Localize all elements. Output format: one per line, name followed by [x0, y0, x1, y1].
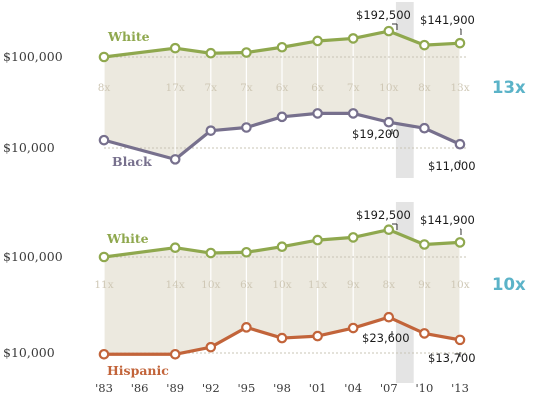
data-point [241, 122, 252, 133]
multiple-label: 14x [166, 279, 185, 291]
data-point [205, 341, 217, 353]
multiple-label: 8x [98, 82, 111, 94]
value-annotation: $141,900 [420, 13, 475, 27]
x-tick-label: '98 [273, 381, 291, 395]
data-point [205, 125, 217, 136]
value-annotation: $19,200 [352, 127, 400, 141]
data-point [347, 322, 359, 334]
multiple-label: 9x [418, 279, 431, 291]
series-line-hispanic [104, 315, 461, 356]
data-point [241, 47, 252, 58]
multiple-label: 10x [379, 82, 398, 94]
series-line-white [103, 228, 461, 259]
data-point [169, 154, 181, 165]
data-point [169, 42, 181, 54]
series-label: Black [112, 154, 152, 169]
data-point [241, 322, 252, 333]
data-point [312, 108, 323, 119]
data-point [98, 348, 110, 360]
multiple-label: 6x [240, 279, 253, 291]
data-point [347, 108, 359, 119]
x-tick-label: '83 [95, 381, 113, 395]
series-label: White [106, 231, 149, 246]
data-point [454, 334, 466, 346]
multiple-label: 10x [201, 279, 220, 291]
multiple-label: 10x [450, 279, 469, 291]
x-tick-label: '07 [380, 381, 398, 395]
data-point [98, 251, 110, 263]
multiple-label: 17x [166, 82, 185, 94]
data-point [454, 138, 466, 150]
multiple-label: 11x [94, 279, 113, 291]
data-point [312, 234, 323, 246]
data-point [276, 111, 288, 123]
x-tick-label: '10 [416, 381, 434, 395]
multiple-label: 7x [204, 82, 217, 94]
value-annotation: $11,000 [428, 159, 476, 173]
x-tick-label: '04 [344, 381, 362, 395]
x-tick-label: '13 [451, 381, 469, 395]
x-tick-label: '01 [309, 381, 327, 395]
value-annotation: $13,700 [428, 351, 476, 365]
data-point [383, 116, 395, 128]
multiple-label: 7x [347, 82, 360, 94]
series-line-white [103, 29, 461, 59]
data-point [383, 25, 395, 37]
data-point [454, 237, 466, 248]
series-label: White [107, 29, 150, 44]
data-point [312, 35, 323, 47]
data-point [241, 246, 252, 258]
data-point [98, 134, 110, 146]
data-point [383, 224, 395, 235]
multiple-label: 8x [382, 279, 395, 291]
series-label: Hispanic [107, 363, 169, 378]
y-tick-label: $10,000 [3, 140, 55, 155]
data-point [419, 122, 430, 134]
multiple-label: 8x [418, 82, 431, 94]
data-point [276, 41, 288, 53]
data-point [419, 239, 430, 250]
data-point [383, 311, 395, 323]
current-multiple: 10x [492, 275, 526, 294]
data-point [276, 332, 288, 344]
y-tick-label: $100,000 [3, 249, 63, 264]
value-annotation: $192,500 [356, 208, 411, 222]
multiple-label: 9x [347, 279, 360, 291]
series-line-black [103, 111, 461, 161]
x-tick-label: '95 [238, 381, 256, 395]
value-annotation: $192,500 [356, 8, 411, 22]
data-point [276, 241, 288, 253]
multiple-label: 13x [450, 82, 469, 94]
data-point [205, 47, 217, 59]
chart-panel-2: $100,000 $10,000 White Hispanic 11x 14x 10x 6x 1… [3, 202, 526, 395]
multiple-label: 6x [276, 82, 289, 94]
data-point [419, 39, 430, 51]
current-multiple: 13x [492, 78, 526, 97]
multiple-label: 7x [240, 82, 253, 94]
data-point [169, 242, 181, 253]
x-tick-label: '89 [166, 381, 184, 395]
x-tick-label: '86 [131, 381, 149, 395]
multiple-label: 10x [272, 279, 291, 291]
value-annotation: $23,600 [362, 331, 410, 345]
multiple-label: 6x [311, 82, 324, 94]
data-point [419, 328, 430, 339]
multiple-label: 11x [308, 279, 327, 291]
data-point [312, 330, 323, 342]
y-tick-label: $10,000 [3, 345, 55, 360]
chart-panel-1: $100,000 $10,000 White Black 8x 17x 7x 7x 6x 6x 7x… [3, 2, 526, 178]
data-point [347, 232, 359, 243]
data-point [169, 348, 181, 360]
y-tick-label: $100,000 [3, 49, 63, 64]
x-tick-label: '92 [202, 381, 220, 395]
data-point [454, 37, 466, 49]
data-point [98, 51, 110, 63]
value-annotation: $141,900 [420, 213, 475, 227]
data-point [205, 247, 217, 259]
data-point [347, 33, 359, 44]
